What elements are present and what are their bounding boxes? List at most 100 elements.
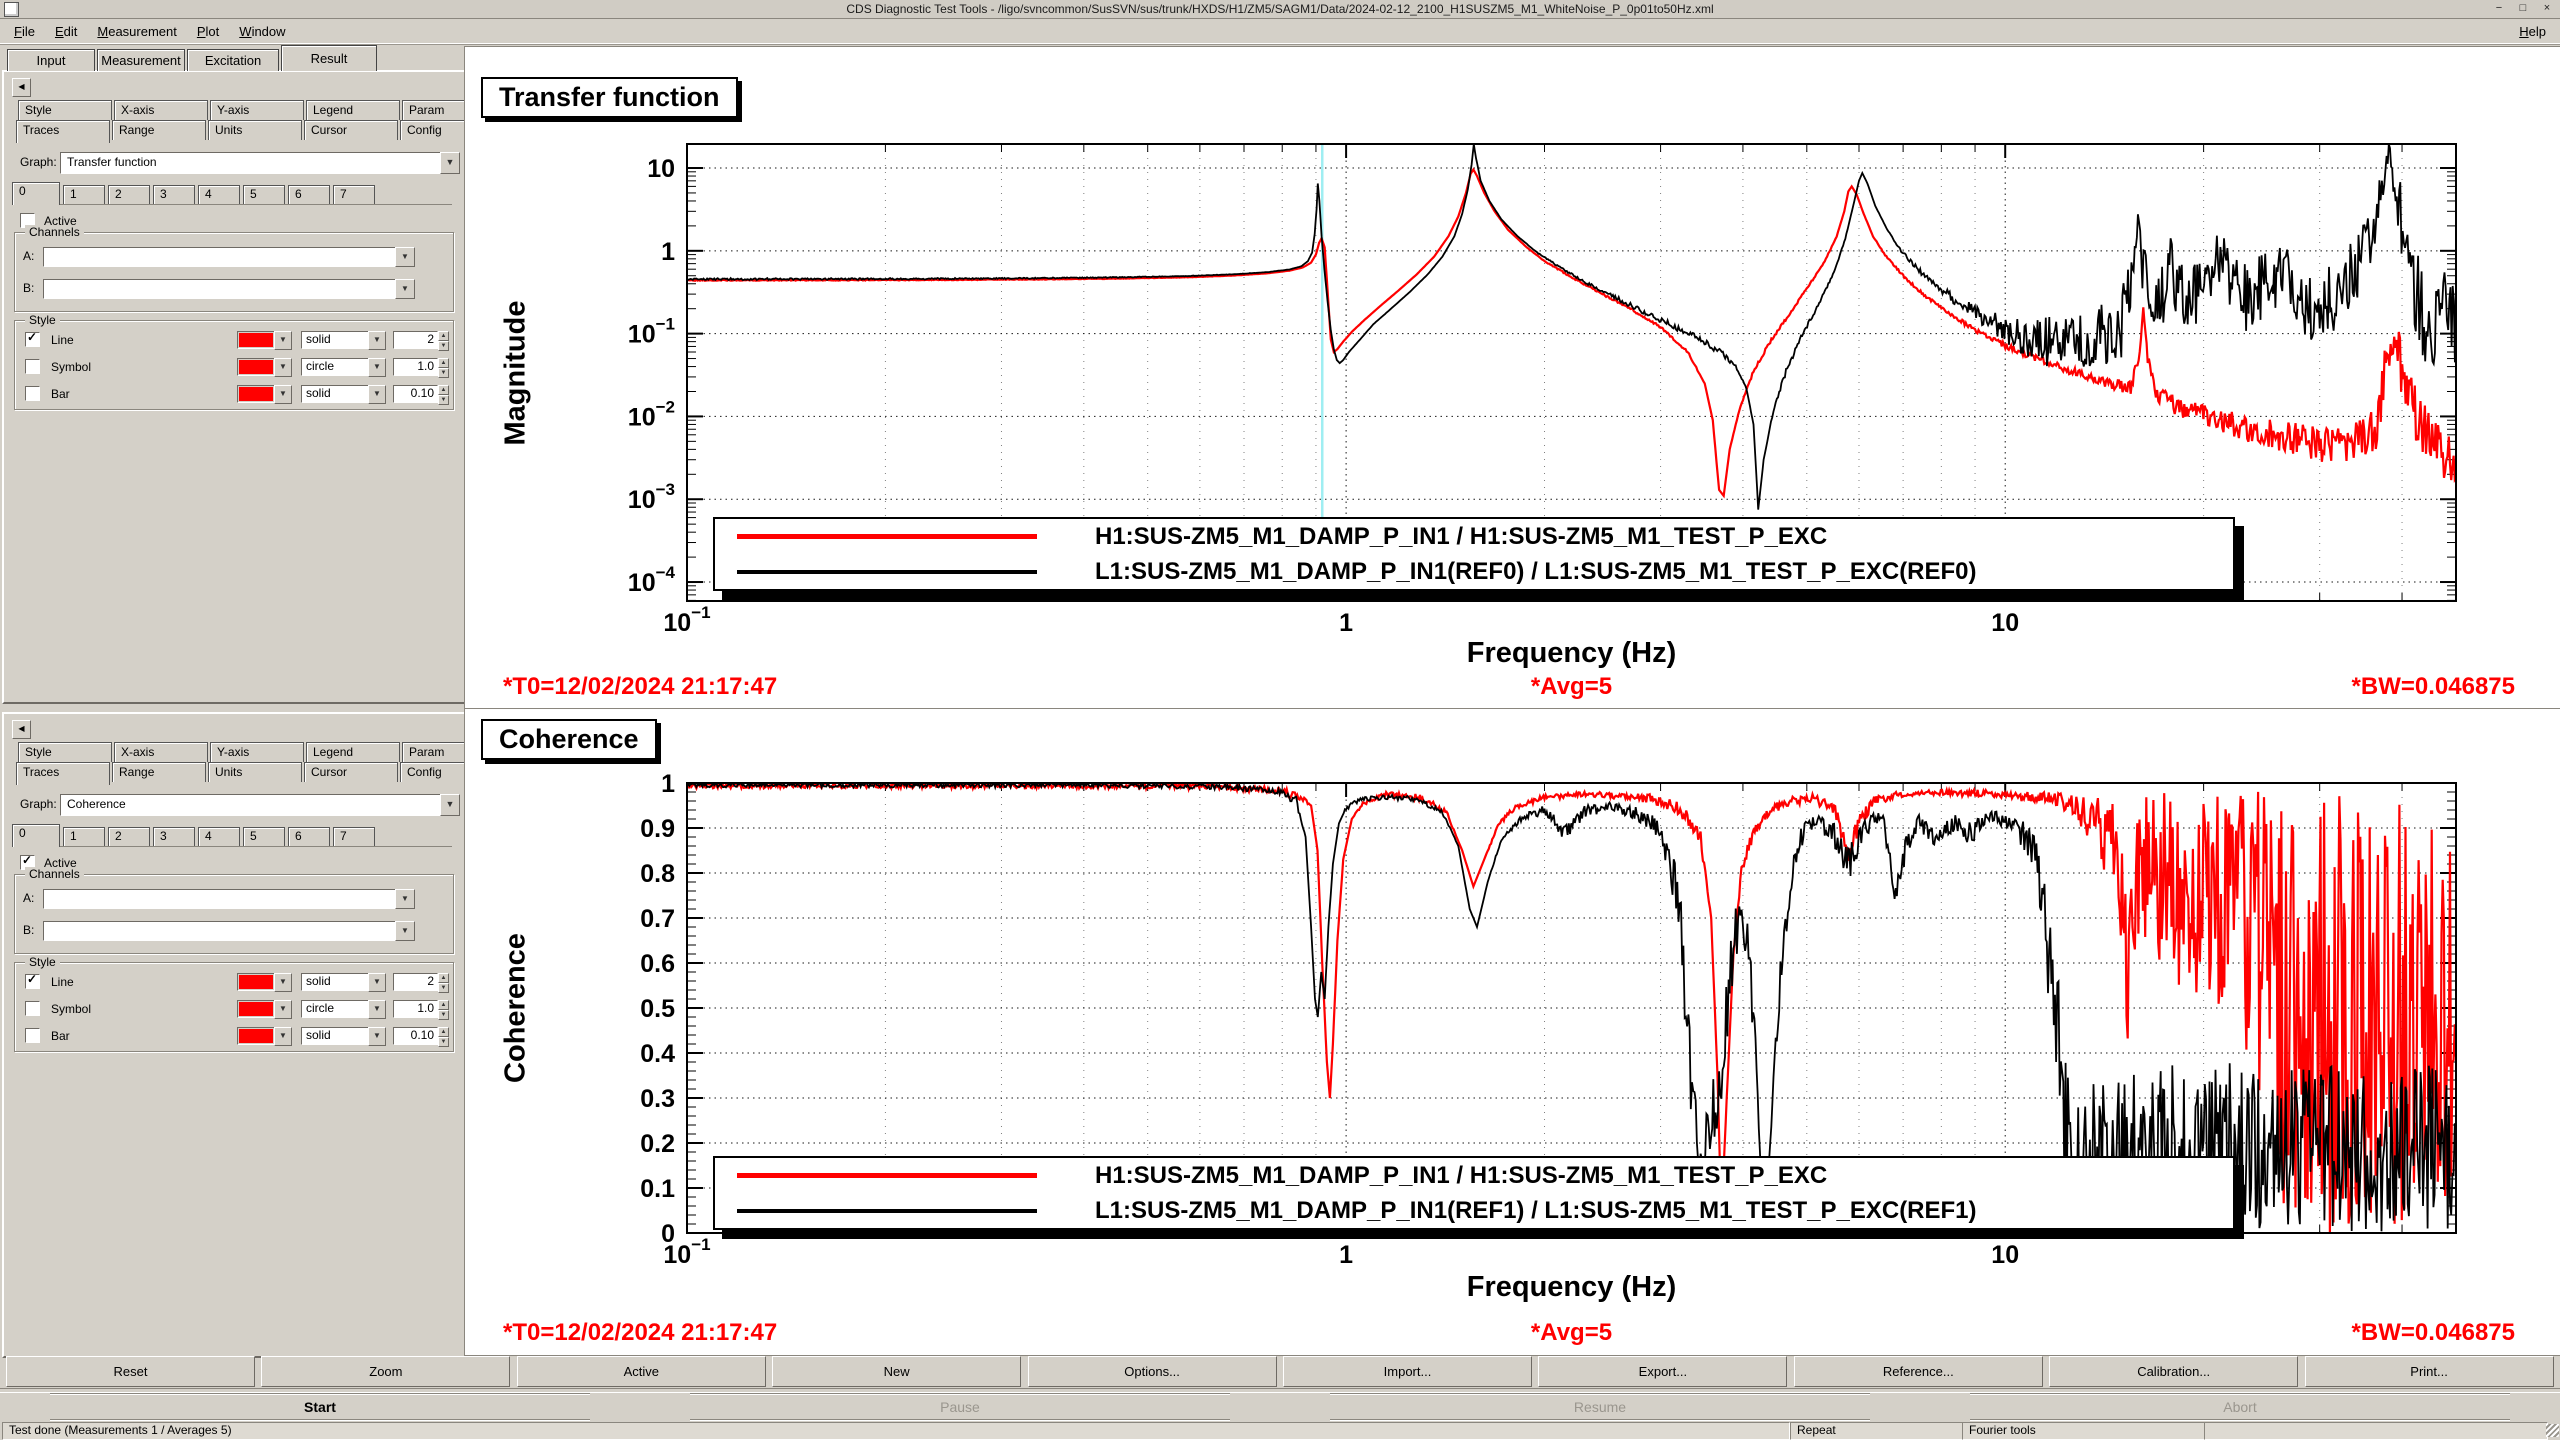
pause-button[interactable]: Pause xyxy=(690,1393,1230,1420)
width-spinner[interactable]: 2 xyxy=(393,973,438,991)
calibration-button[interactable]: Calibration... xyxy=(2049,1356,2299,1387)
subtab-style[interactable]: Style xyxy=(18,742,112,762)
trace-tab-3[interactable]: 3 xyxy=(153,827,195,846)
chevron-down-icon[interactable]: ▼ xyxy=(440,152,460,174)
spin-down-icon[interactable]: ▼ xyxy=(438,983,449,993)
subtab-legend[interactable]: Legend xyxy=(306,100,400,120)
new-button[interactable]: New xyxy=(772,1356,1022,1387)
trace-tab-7[interactable]: 7 xyxy=(333,185,375,204)
trace-tab-4[interactable]: 4 xyxy=(198,827,240,846)
line-style-combobox[interactable]: circle xyxy=(301,1000,369,1018)
tab-result[interactable]: Result xyxy=(281,45,377,71)
subtab-traces[interactable]: Traces xyxy=(16,762,110,785)
chevron-down-icon[interactable]: ▼ xyxy=(440,794,460,816)
subtab-range[interactable]: Range xyxy=(112,762,206,782)
symbol-checkbox[interactable] xyxy=(25,1001,40,1016)
line-checkbox[interactable]: ✓ xyxy=(25,330,40,347)
color-swatch[interactable] xyxy=(237,385,275,403)
chevron-down-icon[interactable]: ▼ xyxy=(274,331,292,350)
reset-button[interactable]: Reset xyxy=(6,1356,255,1387)
channel-b-combobox[interactable] xyxy=(43,279,397,299)
trace-tab-3[interactable]: 3 xyxy=(153,185,195,204)
chevron-down-icon[interactable]: ▼ xyxy=(368,331,386,350)
trace-tab-7[interactable]: 7 xyxy=(333,827,375,846)
trace-tab-1[interactable]: 1 xyxy=(63,185,105,204)
trace-tab-5[interactable]: 5 xyxy=(243,185,285,204)
trace-tab-5[interactable]: 5 xyxy=(243,827,285,846)
spin-up-icon[interactable]: ▲ xyxy=(438,973,449,983)
trace-tab-1[interactable]: 1 xyxy=(63,827,105,846)
color-swatch[interactable] xyxy=(237,973,275,991)
spin-up-icon[interactable]: ▲ xyxy=(438,331,449,341)
color-swatch[interactable] xyxy=(237,1027,275,1045)
subtab-cursor[interactable]: Cursor xyxy=(304,120,398,140)
trace-tab-2[interactable]: 2 xyxy=(108,185,150,204)
spin-up-icon[interactable]: ▲ xyxy=(438,1000,449,1010)
color-swatch[interactable] xyxy=(237,331,275,349)
width-spinner[interactable]: 0.10 xyxy=(393,1027,438,1045)
line-checkbox[interactable]: ✓ xyxy=(25,972,40,989)
coherence-plot-canvas[interactable]: 1 0.9 0.8 0.7 0.6 0.5 0.4 0.3 0.2 0.1 010−1 1 10 xyxy=(465,709,2560,1355)
print-button[interactable]: Print... xyxy=(2304,1356,2554,1387)
menu-edit[interactable]: Edit xyxy=(54,24,78,39)
chevron-down-icon[interactable]: ▼ xyxy=(368,973,386,992)
spinner-arrows[interactable]: ▲ ▼ xyxy=(438,385,449,405)
menu-plot[interactable]: Plot xyxy=(196,24,220,39)
trace-tab-0[interactable]: 0 xyxy=(12,182,60,205)
subtab-legend[interactable]: Legend xyxy=(306,742,400,762)
menu-help[interactable]: Help xyxy=(2519,24,2546,39)
graph-combobox[interactable]: Coherence xyxy=(60,794,446,816)
width-spinner[interactable]: 1.0 xyxy=(393,1000,438,1018)
reference-button[interactable]: Reference... xyxy=(1793,1356,2043,1387)
chevron-down-icon[interactable]: ▼ xyxy=(395,247,415,267)
transfer-plot-canvas[interactable]: 10 1 10−1 10−2 10−3 10−4 10−1 1 10 xyxy=(465,47,2560,709)
spin-down-icon[interactable]: ▼ xyxy=(438,1010,449,1020)
spinner-arrows[interactable]: ▲ ▼ xyxy=(438,1027,449,1047)
start-button[interactable]: Start xyxy=(50,1393,590,1420)
line-style-combobox[interactable]: solid xyxy=(301,973,369,991)
line-style-combobox[interactable]: solid xyxy=(301,331,369,349)
export-button[interactable]: Export... xyxy=(1538,1356,1788,1387)
subtab-y-axis[interactable]: Y-axis xyxy=(210,742,304,762)
chevron-down-icon[interactable]: ▼ xyxy=(274,358,292,377)
chevron-down-icon[interactable]: ▼ xyxy=(395,889,415,909)
line-style-combobox[interactable]: circle xyxy=(301,358,369,376)
trace-tab-4[interactable]: 4 xyxy=(198,185,240,204)
spin-up-icon[interactable]: ▲ xyxy=(438,385,449,395)
abort-button[interactable]: Abort xyxy=(1970,1393,2510,1420)
active-button[interactable]: Active xyxy=(516,1356,766,1387)
subtab-traces[interactable]: Traces xyxy=(16,120,110,143)
spinner-arrows[interactable]: ▲ ▼ xyxy=(438,331,449,351)
line-style-combobox[interactable]: solid xyxy=(301,385,369,403)
trace-tab-2[interactable]: 2 xyxy=(108,827,150,846)
spin-up-icon[interactable]: ▲ xyxy=(438,1027,449,1037)
subtab-y-axis[interactable]: Y-axis xyxy=(210,100,304,120)
resize-grip[interactable] xyxy=(2546,1424,2559,1437)
minimize-button[interactable]: − xyxy=(2490,1,2508,16)
spin-down-icon[interactable]: ▼ xyxy=(438,395,449,405)
width-spinner[interactable]: 1.0 xyxy=(393,358,438,376)
close-button[interactable]: × xyxy=(2538,1,2556,16)
chevron-down-icon[interactable]: ▼ xyxy=(274,973,292,992)
spinner-arrows[interactable]: ▲ ▼ xyxy=(438,973,449,993)
subtab-x-axis[interactable]: X-axis xyxy=(114,100,208,120)
tab-measurement[interactable]: Measurement xyxy=(97,49,185,71)
trace-tab-6[interactable]: 6 xyxy=(288,827,330,846)
subtab-range[interactable]: Range xyxy=(112,120,206,140)
chevron-down-icon[interactable]: ▼ xyxy=(368,1027,386,1046)
subtab-style[interactable]: Style xyxy=(18,100,112,120)
symbol-checkbox[interactable] xyxy=(25,359,40,374)
spin-down-icon[interactable]: ▼ xyxy=(438,1037,449,1047)
subtab-units[interactable]: Units xyxy=(208,120,302,140)
chevron-down-icon[interactable]: ▼ xyxy=(368,1000,386,1019)
spinner-arrows[interactable]: ▲ ▼ xyxy=(438,358,449,378)
spin-up-icon[interactable]: ▲ xyxy=(438,358,449,368)
channel-b-combobox[interactable] xyxy=(43,921,397,941)
width-spinner[interactable]: 0.10 xyxy=(393,385,438,403)
spin-down-icon[interactable]: ▼ xyxy=(438,368,449,378)
menu-file[interactable]: File xyxy=(14,24,35,39)
chevron-down-icon[interactable]: ▼ xyxy=(368,358,386,377)
width-spinner[interactable]: 2 xyxy=(393,331,438,349)
collapse-button[interactable]: ◀ xyxy=(12,720,31,739)
trace-tab-6[interactable]: 6 xyxy=(288,185,330,204)
